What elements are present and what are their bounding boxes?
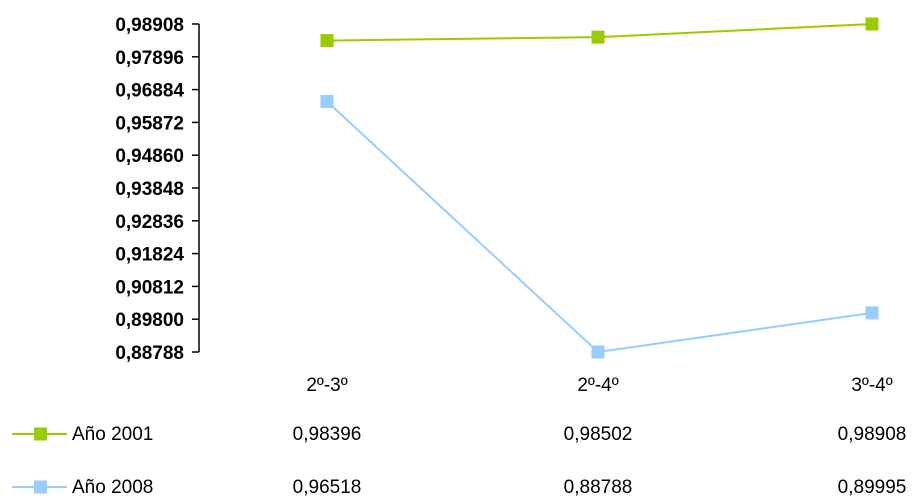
data-table-value: 0,98502 (564, 424, 633, 445)
y-tick-label: 0,88788 (115, 343, 184, 364)
data-point-marker (591, 345, 605, 359)
series-line-1 (326, 100, 873, 354)
data-point-marker (320, 94, 334, 108)
data-table-value: 0,88788 (564, 477, 633, 498)
y-tick-label: 0,89800 (115, 310, 184, 331)
y-tick-label: 0,97896 (115, 48, 184, 69)
legend-label-1: Año 2008 (72, 477, 153, 498)
data-point-marker (865, 17, 879, 31)
y-tick-label: 0,92836 (115, 212, 184, 233)
x-tick-label: 3º-4º (851, 375, 892, 396)
legend-marker-0 (34, 427, 47, 441)
data-table-value: 0,98396 (293, 424, 362, 445)
data-table-value: 0,89995 (838, 477, 907, 498)
data-point-marker (865, 306, 879, 320)
y-tick-label: 0,90812 (115, 277, 184, 298)
x-tick-label: 2º-4º (577, 375, 618, 396)
data-point-marker (320, 34, 334, 48)
data-table-value: 0,96518 (293, 477, 362, 498)
y-tick-label: 0,96884 (115, 81, 184, 102)
y-tick-label: 0,94860 (115, 146, 184, 167)
y-tick-label: 0,91824 (115, 245, 184, 266)
legend-marker-1 (34, 480, 47, 494)
y-tick-label: 0,93848 (115, 179, 184, 200)
data-point-marker (591, 30, 605, 44)
legend-label-0: Año 2001 (72, 424, 153, 445)
x-tick-label: 2º-3º (306, 375, 347, 396)
data-table-value: 0,98908 (838, 424, 907, 445)
y-tick-label: 0,98908 (115, 15, 184, 36)
y-tick-label: 0,95872 (115, 113, 184, 134)
